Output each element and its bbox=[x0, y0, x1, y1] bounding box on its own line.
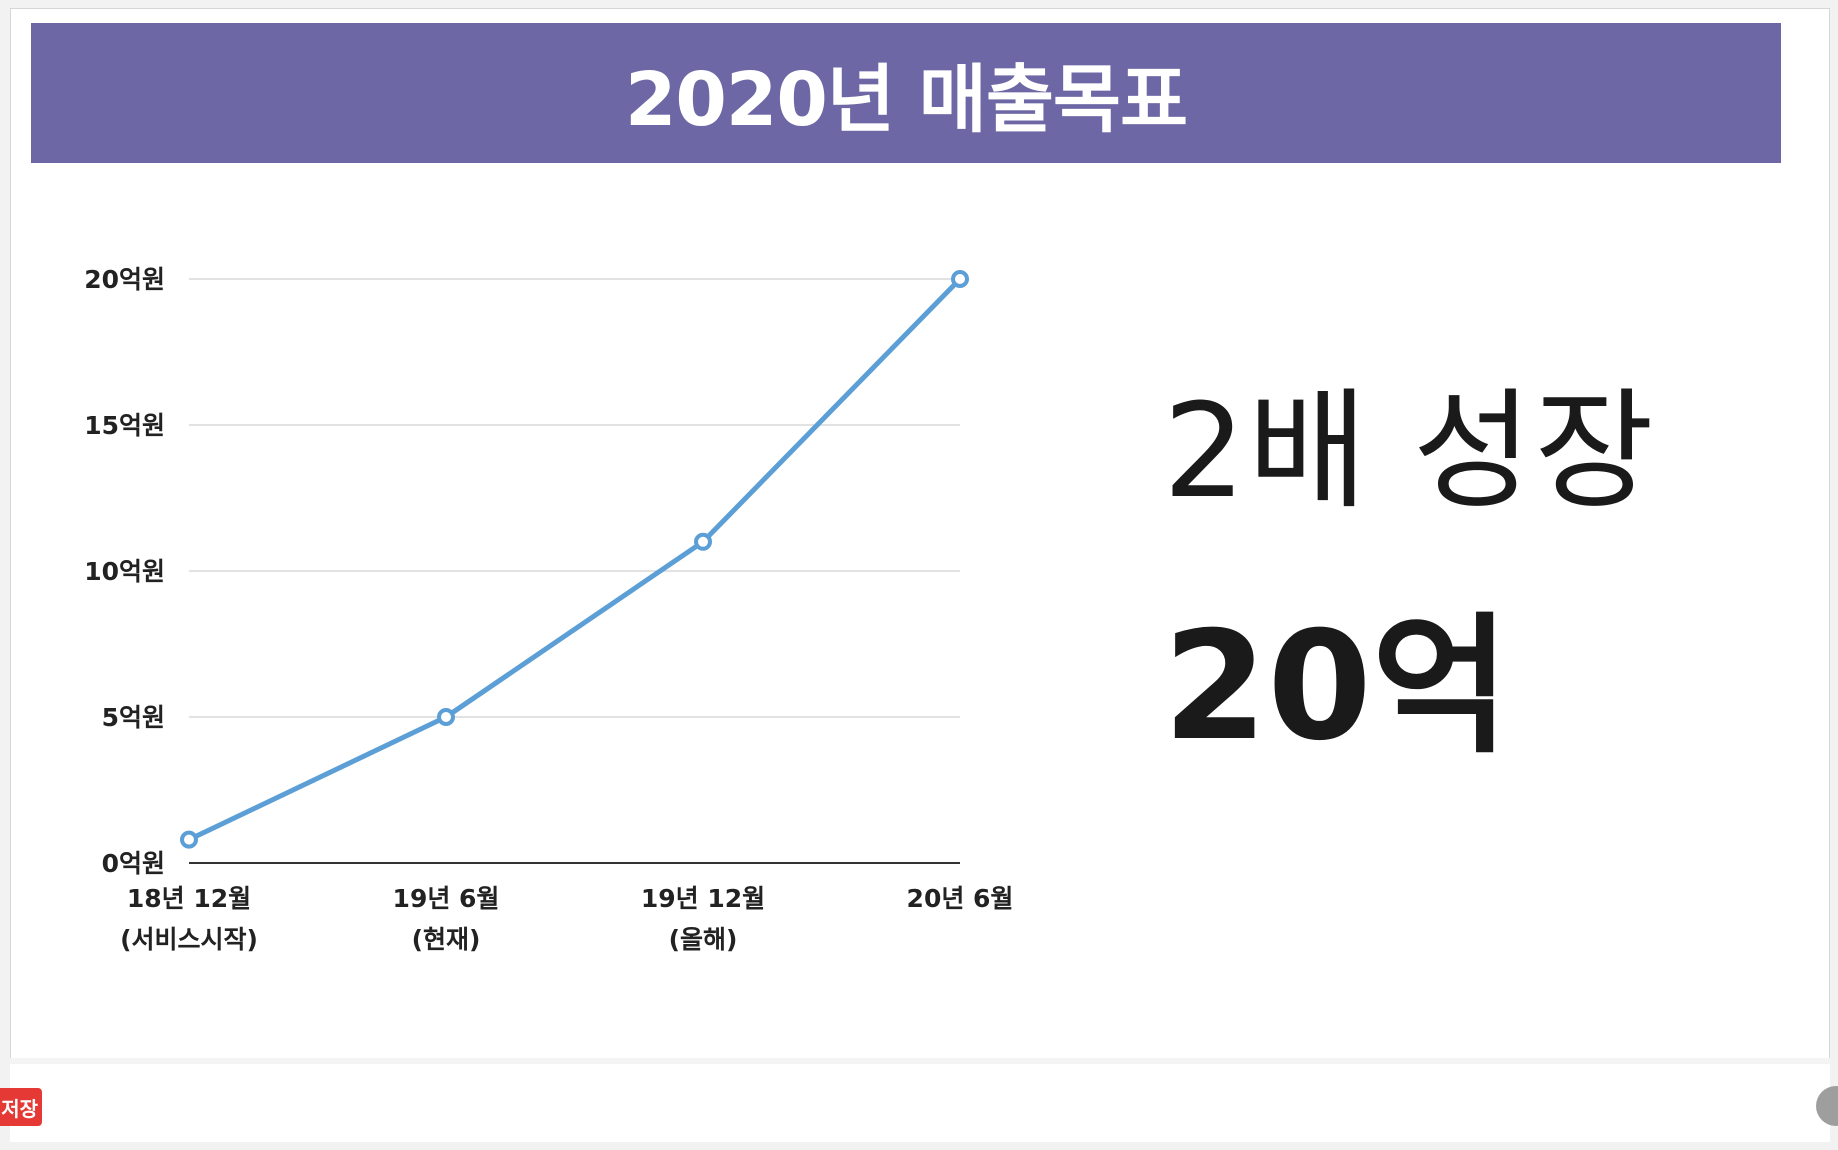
bottom-bar bbox=[10, 1058, 1830, 1142]
y-tick-label: 5억원 bbox=[102, 703, 165, 732]
x-axis-tick-labels: 18년 12월 (서비스시작) 19년 6월 (현재) 19년 12월 (올해) 20년 6… bbox=[120, 884, 1013, 954]
x-tick-label: 20년 6월 bbox=[907, 884, 1014, 913]
y-axis-tick-labels: 0억원 5억원 10억원 15억원 20억원 bbox=[84, 265, 165, 878]
data-point bbox=[694, 532, 712, 551]
x-tick-label: (서비스시작) bbox=[120, 925, 258, 954]
y-tick-label: 15억원 bbox=[84, 411, 165, 440]
chart-gridlines bbox=[189, 278, 960, 864]
series-line bbox=[186, 276, 963, 843]
chart-series bbox=[180, 270, 969, 849]
y-tick-label: 10억원 bbox=[84, 557, 165, 586]
y-tick-label: 0억원 bbox=[102, 849, 165, 878]
slide-frame bbox=[10, 8, 1830, 1142]
y-tick-label: 20억원 bbox=[84, 265, 165, 294]
growth-headline: 2배 성장 bbox=[1163, 375, 1656, 527]
x-tick-label: (올해) bbox=[669, 925, 738, 954]
title-banner: 2020년 매출목표 bbox=[31, 23, 1781, 163]
page-title: 2020년 매출목표 bbox=[624, 56, 1188, 143]
x-tick-label: 19년 12월 bbox=[641, 884, 765, 913]
data-point bbox=[180, 830, 198, 849]
x-tick-label: 18년 12월 bbox=[127, 884, 251, 913]
data-point bbox=[951, 270, 969, 288]
data-point bbox=[437, 708, 455, 726]
save-badge[interactable]: 저장 bbox=[0, 1088, 42, 1126]
circle-icon[interactable] bbox=[1816, 1086, 1838, 1126]
save-badge-label: 저장 bbox=[1, 1096, 38, 1121]
target-value: 20억 bbox=[1163, 600, 1510, 774]
x-tick-label: 19년 6월 bbox=[393, 884, 500, 913]
x-tick-label: (현재) bbox=[412, 925, 481, 954]
